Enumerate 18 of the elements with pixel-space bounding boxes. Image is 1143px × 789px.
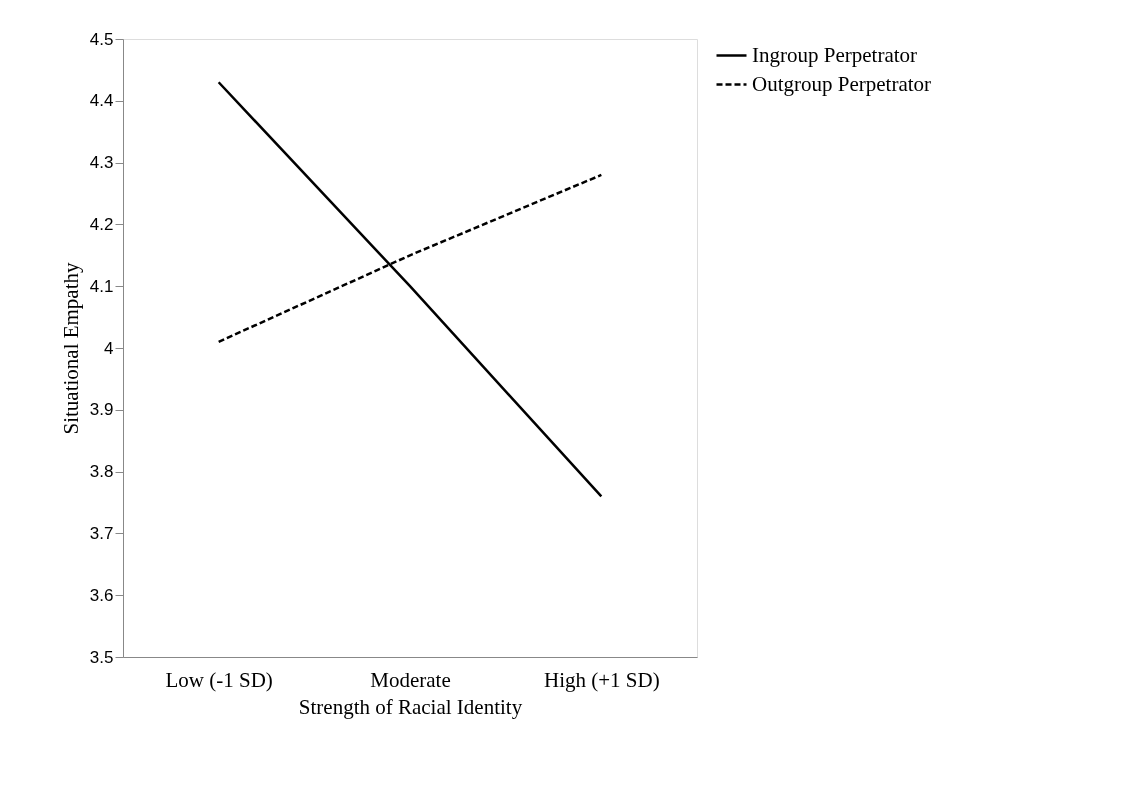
y-tick-label: 4 (104, 338, 114, 358)
y-tick-label: 3.7 (89, 523, 114, 543)
y-tick-label: 4.2 (89, 214, 114, 234)
y-tick-label: 4.5 (89, 29, 114, 49)
legend-label: Ingroup Perpetrator (752, 42, 918, 67)
y-tick-label: 3.5 (89, 647, 114, 667)
y-tick-label: 4.3 (89, 153, 114, 173)
x-axis-title: Strength of Racial Identity (298, 694, 523, 719)
y-tick-label: 3.8 (89, 462, 114, 482)
y-tick-label: 3.6 (89, 585, 114, 605)
y-tick-label: 3.9 (89, 400, 114, 420)
x-tick-label: Moderate (370, 667, 451, 692)
y-tick-label: 4.1 (89, 276, 114, 296)
x-tick-label: Low (-1 SD) (165, 667, 273, 692)
y-tick-label: 4.4 (89, 91, 114, 111)
legend-label: Outgroup Perpetrator (752, 71, 932, 96)
x-tick-label: High (+1 SD) (543, 667, 660, 692)
y-axis-title: Situational Empathy (58, 261, 83, 435)
